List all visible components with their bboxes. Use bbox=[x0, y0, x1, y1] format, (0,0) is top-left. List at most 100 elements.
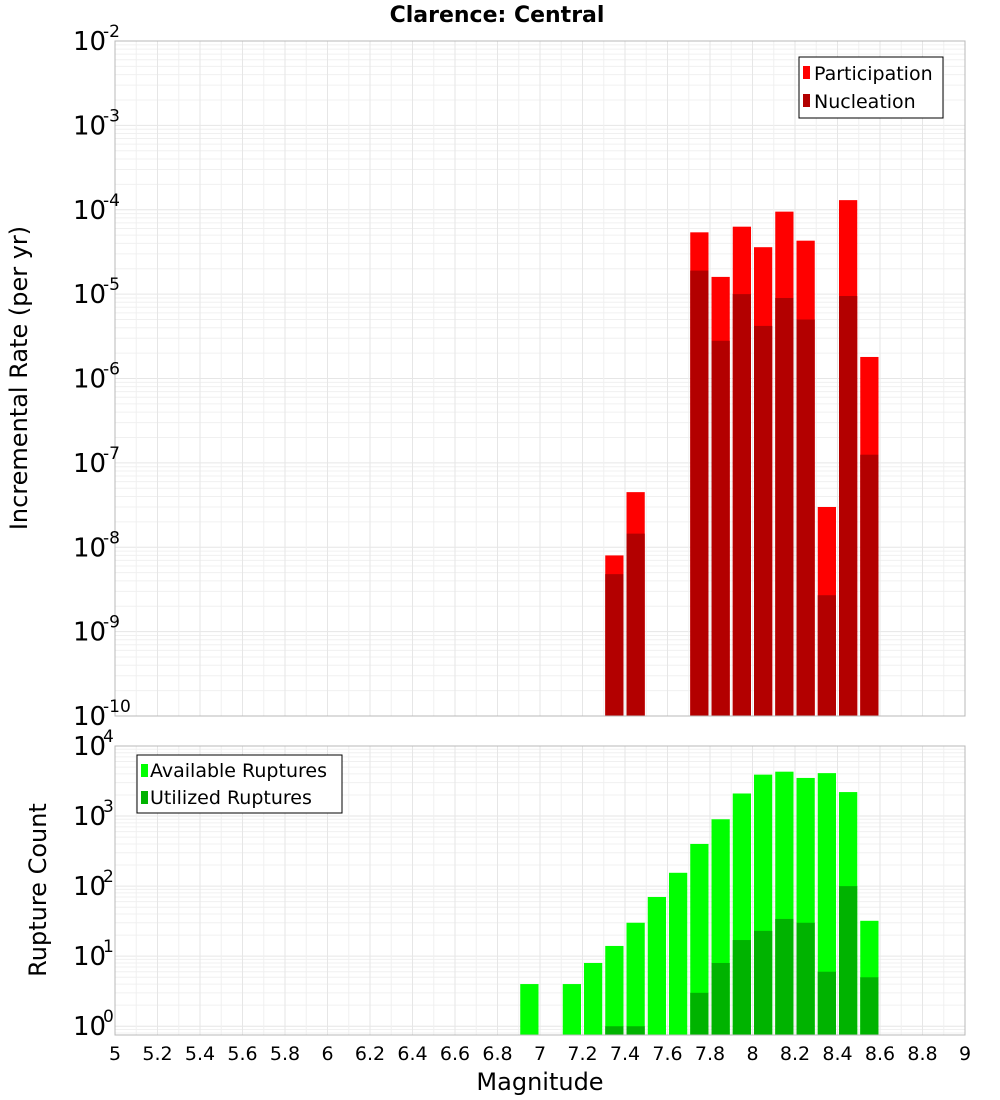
top-y-tick-exponent: -2 bbox=[103, 22, 120, 42]
x-tick-label: 5.8 bbox=[270, 1043, 300, 1065]
bottom-y-tick-exponent: 1 bbox=[103, 937, 114, 957]
utilized-ruptures-bar bbox=[817, 971, 836, 1035]
bottom-y-tick-base: 10 bbox=[73, 802, 106, 832]
available-ruptures-bar bbox=[647, 896, 666, 1035]
nucleation-bar bbox=[690, 270, 709, 716]
top-y-tick-base: 10 bbox=[73, 702, 106, 732]
top-y-tick-label: 10-6 bbox=[73, 360, 120, 395]
top-y-tick-base: 10 bbox=[73, 196, 106, 226]
top-y-axis-label: Incremental Rate (per yr) bbox=[5, 226, 33, 530]
nucleation-bar bbox=[817, 595, 836, 716]
utilized-ruptures-bar bbox=[860, 977, 879, 1035]
x-tick-label: 8.6 bbox=[865, 1043, 895, 1065]
legend-label-available-ruptures: Available Ruptures bbox=[150, 760, 327, 782]
top-y-tick-base: 10 bbox=[73, 111, 106, 141]
top-y-tick-exponent: -6 bbox=[103, 360, 120, 380]
bottom-plot-frame bbox=[114, 745, 966, 1036]
x-tick-label: 8.8 bbox=[907, 1043, 937, 1065]
top-y-tick-label: 10-2 bbox=[73, 22, 120, 57]
legend-swatch-participation bbox=[803, 66, 810, 79]
bottom-y-tick-exponent: 2 bbox=[103, 867, 114, 887]
nucleation-bar bbox=[754, 325, 773, 716]
nucleation-bar bbox=[860, 454, 879, 716]
top-plot-frame bbox=[114, 40, 966, 717]
top-y-tick-base: 10 bbox=[73, 280, 106, 310]
x-tick-label: 8 bbox=[746, 1043, 758, 1065]
x-tick-labels: 5 5.2 5.4 5.6 5.8 6 6.2 6.4 6.6 6.8 7 7.2 7.4 7.6 7.8 8… bbox=[109, 1043, 971, 1065]
x-tick-label: 5 bbox=[109, 1043, 121, 1065]
available-ruptures-bar bbox=[817, 773, 836, 1035]
x-tick-label: 5.6 bbox=[227, 1043, 257, 1065]
bottom-y-tick-exponent: 0 bbox=[103, 1007, 114, 1027]
available-ruptures-bar bbox=[626, 922, 645, 1035]
available-ruptures-bar bbox=[605, 945, 624, 1035]
bottom-y-tick-label: 101 bbox=[73, 937, 114, 972]
top-y-tick-label: 10-9 bbox=[73, 613, 120, 648]
bottom-y-tick-base: 10 bbox=[73, 942, 106, 972]
utilized-ruptures-bar bbox=[754, 930, 773, 1035]
x-tick-label: 6.4 bbox=[397, 1043, 427, 1065]
x-tick-label: 6.8 bbox=[482, 1043, 512, 1065]
top-y-tick-base: 10 bbox=[73, 365, 106, 395]
top-y-tick-base: 10 bbox=[73, 533, 106, 563]
legend-label-utilized-ruptures: Utilized Ruptures bbox=[150, 787, 312, 809]
top-y-tick-exponent: -4 bbox=[103, 191, 120, 211]
top-y-tick-exponent: -5 bbox=[103, 275, 120, 295]
top-y-tick-label: 10-3 bbox=[73, 106, 120, 141]
utilized-ruptures-bar bbox=[732, 940, 751, 1035]
top-plot-bars bbox=[605, 200, 879, 717]
top-plot-grid bbox=[114, 40, 966, 717]
legend-swatch-utilized-ruptures bbox=[141, 791, 148, 804]
top-y-tick-base: 10 bbox=[73, 618, 106, 648]
bottom-plot-bars bbox=[520, 771, 879, 1035]
top-legend: Participation Nucleation bbox=[798, 56, 944, 119]
x-tick-label: 8.2 bbox=[780, 1043, 810, 1065]
x-tick-label: 7 bbox=[534, 1043, 546, 1065]
x-tick-label: 5.2 bbox=[142, 1043, 172, 1065]
available-ruptures-bar bbox=[690, 843, 709, 1035]
bottom-legend: Available Ruptures Utilized Ruptures bbox=[136, 754, 343, 814]
top-legend-box bbox=[798, 56, 944, 119]
top-y-tick-label: 10-5 bbox=[73, 275, 120, 310]
utilized-ruptures-bar bbox=[690, 992, 709, 1035]
top-y-tick-exponent: -3 bbox=[103, 106, 120, 126]
x-tick-label: 6 bbox=[321, 1043, 333, 1065]
legend-swatch-nucleation bbox=[803, 94, 810, 107]
available-ruptures-bar bbox=[669, 872, 688, 1035]
bottom-y-tick-label: 103 bbox=[73, 797, 114, 832]
utilized-ruptures-bar bbox=[711, 962, 730, 1035]
bottom-y-tick-label: 100 bbox=[73, 1007, 114, 1042]
legend-label-nucleation: Nucleation bbox=[814, 91, 916, 113]
legend-label-participation: Participation bbox=[814, 63, 933, 85]
utilized-ruptures-bar bbox=[605, 1026, 624, 1035]
available-ruptures-bar bbox=[584, 962, 603, 1035]
top-y-tick-exponent: -10 bbox=[103, 697, 131, 717]
x-tick-label: 7.8 bbox=[695, 1043, 725, 1065]
legend-swatch-available-ruptures bbox=[141, 764, 148, 777]
bottom-y-tick-base: 10 bbox=[73, 732, 106, 762]
top-y-tick-labels: 10-210-310-410-510-610-710-810-910-10 bbox=[73, 22, 131, 732]
available-ruptures-bar bbox=[562, 984, 581, 1035]
nucleation-bar bbox=[605, 574, 624, 716]
x-tick-label: 8.4 bbox=[822, 1043, 852, 1065]
nucleation-bar bbox=[732, 294, 751, 716]
nucleation-bar bbox=[711, 340, 730, 716]
x-tick-label: 7.6 bbox=[652, 1043, 682, 1065]
top-y-tick-label: 10-4 bbox=[73, 191, 120, 226]
nucleation-bar bbox=[839, 296, 858, 716]
x-tick-label: 7.2 bbox=[567, 1043, 597, 1065]
utilized-ruptures-bar bbox=[839, 886, 858, 1035]
x-tick-label: 9 bbox=[959, 1043, 971, 1065]
bottom-legend-box bbox=[136, 754, 343, 814]
utilized-ruptures-bar bbox=[796, 922, 815, 1035]
x-tick-label: 6.6 bbox=[440, 1043, 470, 1065]
bottom-y-tick-label: 102 bbox=[73, 867, 114, 902]
top-y-tick-label: 10-8 bbox=[73, 528, 120, 563]
top-y-tick-exponent: -8 bbox=[103, 528, 120, 548]
bottom-y-tick-base: 10 bbox=[73, 872, 106, 902]
top-y-tick-label: 10-7 bbox=[73, 444, 120, 479]
bottom-y-tick-exponent: 3 bbox=[103, 797, 114, 817]
utilized-ruptures-bar bbox=[775, 918, 794, 1035]
